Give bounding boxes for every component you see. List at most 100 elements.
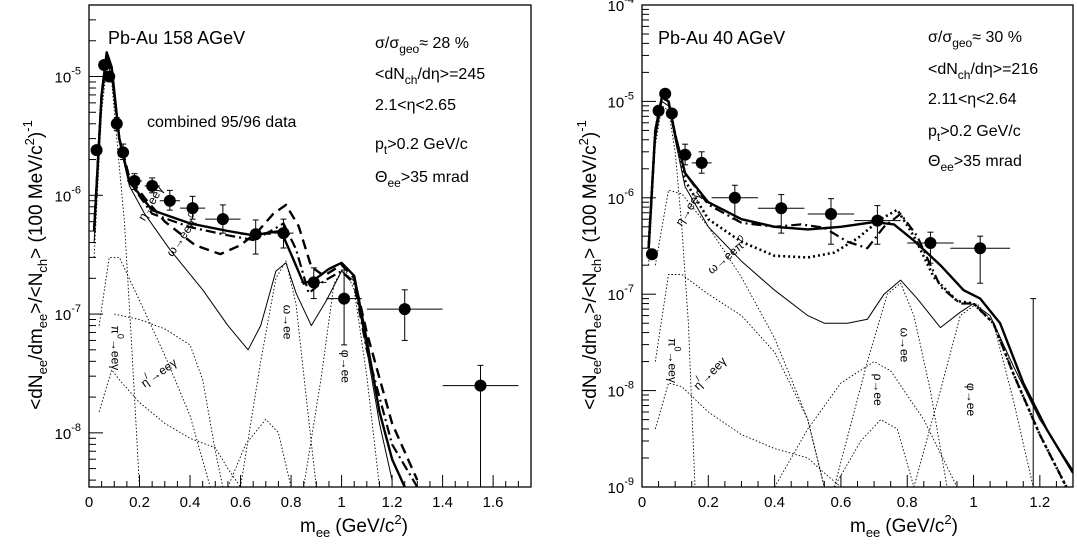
- left-data-point: [186, 202, 199, 215]
- right-curve-solid-thin: [648, 100, 1073, 471]
- left-x-tick-label: 1: [337, 494, 345, 511]
- left-y-axis-title: <dNee/dmee>/<Nch> (100 MeV/c2)-1: [20, 120, 50, 410]
- left-data-point: [98, 59, 111, 72]
- right-curve-label: ρ→ee: [871, 374, 885, 407]
- left-curve-label: ω→eeπ0: [161, 210, 202, 259]
- left-x-tick-label: 1.4: [432, 494, 453, 511]
- right-y-tick-label: 10-5: [608, 90, 634, 111]
- left-data-point: [398, 303, 411, 316]
- left-curve-dotted: [240, 260, 317, 487]
- right-x-tick-label: 1.2: [1029, 494, 1050, 511]
- right-data-points: [645, 87, 1037, 487]
- right-data-point: [728, 191, 741, 204]
- right-cond-pt: pt>0.2 GeV/c: [928, 123, 1021, 144]
- right-curve-dotted: [833, 419, 915, 487]
- right-curve-dotted: [648, 105, 696, 487]
- left-x-tick-label: 0.2: [129, 494, 150, 511]
- right-data-point: [652, 104, 665, 117]
- left-y-tick-label: 10-8: [55, 422, 81, 443]
- right-data-point: [679, 148, 692, 161]
- left-data-point: [338, 292, 351, 305]
- left-curve-dotted: [98, 369, 241, 487]
- left-data-points: [90, 59, 519, 487]
- right-data-point: [871, 214, 884, 227]
- left-curve-dotted: [93, 66, 140, 487]
- right-y-tick-label: 10-9: [608, 476, 634, 497]
- right-data-point: [659, 87, 672, 100]
- right-x-tick-label: 0: [638, 494, 646, 511]
- right-panel: Pb-Au 40 AGeV σ/σgeo≈ 30 % <dNch/dη>=216…: [574, 0, 1074, 540]
- left-panel: Pb-Au 158 AGeV combined 95/96 data σ/σge…: [20, 4, 532, 540]
- right-y-tick-label: 10-4: [608, 0, 634, 15]
- left-cond-theta: Θee>35 mrad: [375, 169, 469, 190]
- right-curve-label: η/→eeγ: [689, 352, 730, 393]
- right-data-point: [824, 207, 837, 220]
- left-curve-label: π0→eeγ: [109, 326, 126, 371]
- left-x-axis-title: mee (GeV/c2): [300, 512, 408, 540]
- left-plot-area: 0 0.2 0.4 0.6 0.8 1 1.2 1.4 1.6 10-8 10-7 10-6 10-5 η…: [55, 4, 532, 511]
- right-curve-dotted: [654, 274, 825, 487]
- left-cond-sigma: σ/σgeo≈ 28 %: [375, 35, 469, 56]
- left-data-point: [128, 174, 141, 187]
- left-data-point: [216, 213, 229, 226]
- right-system-label: Pb-Au 40 AGeV: [658, 28, 785, 48]
- left-data-point: [110, 117, 123, 130]
- left-dataset-label: combined 95/96 data: [147, 114, 297, 131]
- right-data-point: [665, 107, 678, 120]
- right-y-tick-label: 10-8: [608, 380, 634, 401]
- left-data-point: [249, 228, 262, 241]
- right-data-point: [695, 156, 708, 169]
- left-system-label: Pb-Au 158 AGeV: [108, 28, 245, 48]
- right-y-axis-title: <dNee/dmee>/<Nch> (100 MeV/c2)-1: [574, 120, 604, 410]
- left-curve-dotted: [227, 418, 292, 487]
- right-curve-label: π0→eeγ: [666, 338, 683, 383]
- left-cond-pt: pt>0.2 GeV/c: [375, 136, 468, 157]
- right-curve-label: η→eeγ: [672, 189, 704, 229]
- right-y-tick-label: 10-7: [608, 283, 634, 304]
- right-curve-label: ω→ee: [898, 328, 912, 363]
- left-cond-multiplicity: <dNch/dη>=245: [375, 66, 485, 87]
- right-data-point: [775, 202, 788, 215]
- right-curve-label: φ→ee: [964, 383, 978, 416]
- right-curve-dotted: [654, 382, 842, 487]
- left-x-tick-label: 1.2: [382, 494, 403, 511]
- left-data-point: [163, 194, 176, 207]
- left-data-point: [117, 146, 130, 159]
- left-x-tick-label: 0: [85, 494, 93, 511]
- right-data-point: [924, 236, 937, 249]
- right-curve-dotted: [833, 282, 948, 487]
- left-x-tick-label: 0.8: [281, 494, 302, 511]
- right-x-tick-label: 0.8: [897, 494, 918, 511]
- right-x-tick-label: 0.2: [698, 494, 719, 511]
- left-y-tick-label: 10-5: [55, 66, 81, 87]
- left-curve-label: ω→ee: [281, 305, 295, 340]
- left-data-point: [103, 70, 116, 83]
- right-x-tick-label: 1: [969, 494, 977, 511]
- left-data-point: [277, 227, 290, 240]
- left-cond-eta: 2.1<η<2.65: [375, 97, 456, 114]
- right-x-tick-label: 0.6: [830, 494, 851, 511]
- left-x-tick-label: 0.6: [230, 494, 251, 511]
- left-data-point: [474, 379, 487, 392]
- right-cond-eta: 2.11<η<2.64: [928, 91, 1017, 108]
- left-x-tick-label: 1.6: [483, 494, 504, 511]
- right-cond-multiplicity: <dNch/dη>=216: [928, 61, 1038, 82]
- left-curve-dashdot-thick: [93, 54, 419, 487]
- right-data-point: [645, 248, 658, 261]
- right-cond-sigma: σ/σgeo≈ 30 %: [928, 29, 1022, 50]
- left-curve-dotted: [114, 313, 224, 487]
- right-data-point: [974, 242, 987, 255]
- left-data-point: [307, 276, 320, 289]
- left-curve-dotted: [98, 256, 211, 487]
- left-y-tick-label: 10-6: [55, 184, 81, 205]
- left-curves: [92, 51, 419, 487]
- left-data-point: [146, 179, 159, 192]
- right-y-tick-label: 10-6: [608, 187, 634, 208]
- left-curve-dotted: [303, 266, 380, 487]
- right-x-tick-label: 0.4: [764, 494, 785, 511]
- left-data-point: [90, 144, 103, 157]
- left-y-tick-label: 10-7: [55, 303, 81, 324]
- left-curve-label: φ→ee: [339, 350, 353, 383]
- right-curve-dashdot-thick: [647, 96, 1068, 487]
